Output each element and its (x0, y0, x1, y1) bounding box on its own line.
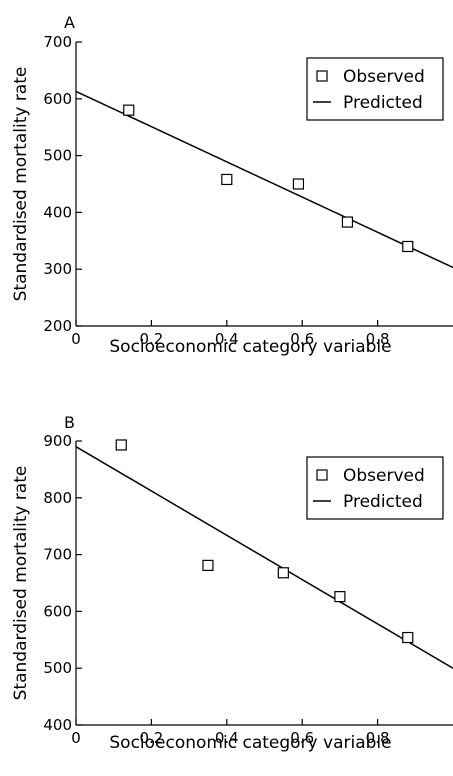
x-tick-label: 0.4 (215, 729, 239, 747)
x-tick-label: 0 (71, 330, 81, 348)
observed-point (123, 104, 135, 116)
y-axis-title: Standardised mortality rate (11, 67, 31, 302)
legend-predicted-label: Predicted (343, 93, 423, 113)
x-tick-label: 0 (71, 729, 81, 747)
legend-observed-marker (316, 70, 328, 82)
x-tick-label: 0.4 (215, 330, 239, 348)
legend: Observed Predicted (306, 57, 444, 121)
legend-box (306, 57, 444, 121)
y-tick-label: 600 (43, 90, 72, 108)
legend-predicted-label: Predicted (343, 492, 423, 512)
legend-observed-marker (316, 469, 328, 481)
y-tick-label: 500 (43, 659, 72, 677)
legend-box (306, 456, 444, 520)
x-axis-title: Socioeconomic category variable (109, 337, 391, 357)
x-tick-label: 0.2 (139, 330, 163, 348)
y-tick-label: 300 (43, 260, 72, 278)
legend-observed-label: Observed (343, 67, 425, 87)
x-tick-label: 0.6 (290, 330, 314, 348)
panel-letter: B (64, 413, 75, 432)
x-tick-label: 0.8 (366, 729, 390, 747)
observed-point (402, 631, 414, 644)
y-tick-label: 200 (43, 317, 72, 335)
x-tick-label: 0.6 (290, 729, 314, 747)
legend: Observed Predicted (306, 456, 444, 520)
panel-letter: A (64, 13, 75, 32)
x-tick-label: 0.8 (366, 330, 390, 348)
chart-panel-b: 400 500 600 700 800 900 0 0.2 0.4 0.6 0.8Socioecon… (11, 413, 453, 753)
observed-point (202, 559, 214, 571)
chart-panel-a: 200 300 400 500 600 700 0 0.2 0.4 0.6 0.8Socioecon… (11, 13, 453, 357)
y-tick-label: 500 (43, 147, 72, 165)
x-tick-label: 0.2 (139, 729, 163, 747)
predicted-line (75, 446, 453, 669)
y-tick-label: 800 (43, 489, 72, 507)
observed-point (341, 216, 354, 228)
observed-point (334, 591, 346, 603)
y-tick-label: 900 (43, 432, 72, 450)
y-tick-label: 600 (43, 602, 72, 620)
y-axis-title: Standardised mortality rate (11, 466, 31, 701)
predicted-line (75, 90, 453, 269)
observed-point (292, 178, 305, 190)
observed-point (115, 439, 127, 451)
y-tick-label: 400 (43, 716, 72, 734)
observed-point (221, 173, 233, 186)
legend-observed-label: Observed (343, 466, 425, 486)
observed-point (277, 567, 289, 579)
observed-point (402, 240, 414, 253)
y-tick-label: 700 (43, 33, 72, 51)
y-tick-label: 400 (43, 203, 72, 221)
x-axis-title: Socioeconomic category variable (109, 733, 391, 753)
y-tick-label: 700 (43, 546, 72, 564)
